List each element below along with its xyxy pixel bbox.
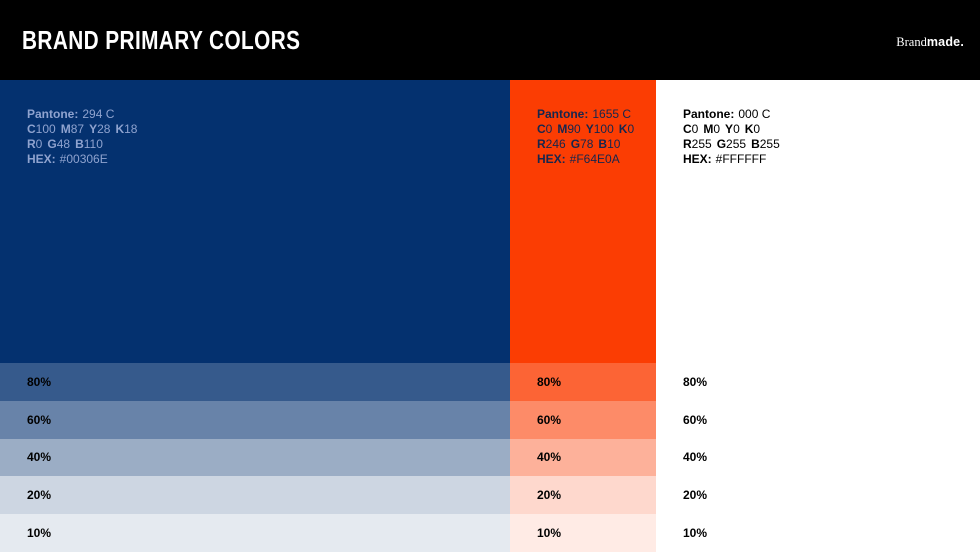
color-specs-orange: Pantone: 1655 C C0 M90 Y100 K0 R246 G78 B10 HE… [510,80,656,363]
tint-row: 80% [0,363,510,401]
pantone-value: 294 C [82,107,115,121]
tint-row: 10% [0,514,510,552]
tint-label: 80% [537,374,562,389]
tint-row: 10% [656,514,980,552]
tint-label: 60% [683,412,708,427]
tint-label: 10% [537,526,562,541]
hex-label: HEX: [27,152,56,166]
tint-row: 20% [0,476,510,515]
tint-scale-orange: 80% 60% 40% 20% 10% [510,363,656,552]
hex-value: #F64E0A [569,152,620,166]
tint-row: 60% [656,400,980,439]
pantone-label: Pantone: [683,107,735,121]
cmyk-line: C0 M0 Y0 K0 [683,122,761,136]
cmyk-line: C100 M87 Y28 K18 [27,122,138,136]
tint-label: 80% [27,374,52,389]
tint-row: 40% [656,438,980,477]
tint-row: 80% [510,363,656,401]
pantone-line: Pantone: 294 C [27,107,500,122]
pantone-label: Pantone: [27,107,79,121]
tint-scale-white: 80% 60% 40% 20% 10% [656,363,980,552]
hex-value: #FFFFFF [715,152,767,166]
tint-label: 20% [27,488,52,503]
page-title: BRAND PRIMARY COLORS [22,24,301,55]
tint-label: 40% [683,450,708,465]
color-column-white: Pantone: 000 C C0 M0 Y0 K0 R255 G255 B255 HEX:… [656,80,980,552]
logo-text-brand: Brand [896,34,927,49]
hex-label: HEX: [683,152,712,166]
slide-header: BRAND PRIMARY COLORS Brandmade. [0,0,980,80]
tint-row: 10% [510,514,656,552]
hex-line: HEX: #FFFFFF [683,152,970,167]
tint-row: 80% [656,363,980,401]
tint-row: 20% [656,476,980,515]
color-column-navy: Pantone: 294 C C100 M87 Y28 K18 R0 G48 B110 HE… [0,80,510,552]
color-columns: Pantone: 294 C C100 M87 Y28 K18 R0 G48 B110 HE… [0,80,980,552]
brandmade-logo: Brandmade. [896,35,964,50]
tint-label: 10% [683,526,708,541]
tint-label: 60% [537,412,562,427]
tint-label: 10% [27,526,52,541]
tint-label: 80% [683,374,708,389]
hex-value: #00306E [59,152,108,166]
hex-label: HEX: [537,152,566,166]
tint-label: 40% [537,450,562,465]
color-column-orange: Pantone: 1655 C C0 M90 Y100 K0 R246 G78 B10 HE… [510,80,656,552]
pantone-value: 000 C [738,107,771,121]
rgb-line: R0 G48 B110 [27,137,103,151]
pantone-value: 1655 C [592,107,632,121]
tint-label: 20% [537,488,562,503]
tint-row: 20% [510,476,656,515]
cmyk-line: C0 M90 Y100 K0 [537,122,635,136]
pantone-label: Pantone: [537,107,589,121]
rgb-line: R246 G78 B10 [537,137,621,151]
tint-label: 40% [27,450,52,465]
tint-row: 60% [510,400,656,439]
tint-label: 60% [27,412,52,427]
tint-row: 40% [0,438,510,477]
logo-text-made: made. [926,34,964,49]
rgb-line: R255 G255 B255 [683,137,780,151]
color-specs-white: Pantone: 000 C C0 M0 Y0 K0 R255 G255 B255 HEX:… [656,80,980,363]
tint-row: 60% [0,400,510,439]
pantone-line: Pantone: 1655 C [537,107,646,122]
pantone-line: Pantone: 000 C [683,107,970,122]
tint-label: 20% [683,488,708,503]
hex-line: HEX: #00306E [27,152,500,167]
tint-row: 40% [510,438,656,477]
tint-scale-navy: 80% 60% 40% 20% 10% [0,363,510,552]
hex-line: HEX: #F64E0A [537,152,646,167]
color-specs-navy: Pantone: 294 C C100 M87 Y28 K18 R0 G48 B110 HE… [0,80,510,363]
